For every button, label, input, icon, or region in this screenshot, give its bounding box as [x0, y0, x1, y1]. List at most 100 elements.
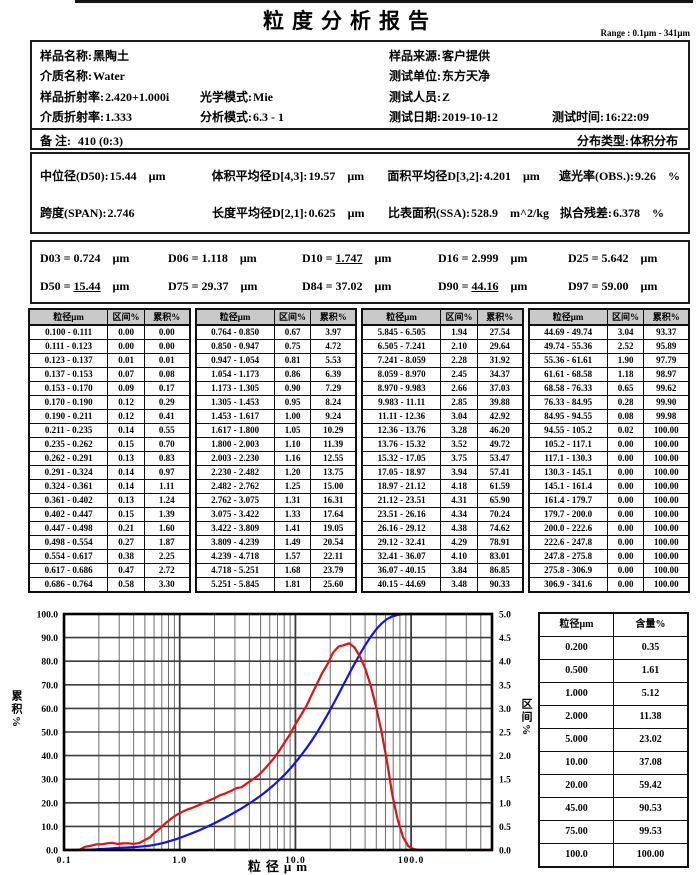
cumulative-pct-cell: 1.11	[143, 479, 191, 494]
size-range-cell: 4.718 - 5.251	[195, 563, 275, 578]
cumulative-pct-cell: 10.29	[310, 423, 357, 438]
table-row: 45.00 90.53	[538, 797, 689, 821]
summary-row: 跨度(SPAN):2.746 长度平均径D[2,1]:0.625 μm 比表面积(…	[40, 194, 680, 231]
size-range-cell: 5.251 - 5.845	[195, 577, 275, 593]
test-date: 测试日期:2019-10-12	[389, 110, 498, 125]
table-row: 0.123 - 0.137 0.01 0.01	[28, 353, 191, 368]
size-range-cell: 0.100 - 0.111	[28, 324, 109, 340]
size-range-cell: 275.8 - 306.9	[528, 563, 608, 578]
table-row: 117.1 - 130.3 0.00 100.00	[528, 451, 690, 466]
right-axis-tick-label: 4.0	[499, 658, 511, 668]
cumulative-pct-cell: 39.88	[476, 395, 524, 410]
size-range-cell: 130.3 - 145.1	[528, 465, 608, 480]
size-range-cell: 17.05 - 18.97	[361, 465, 442, 480]
table-row: 1.453 - 1.617 1.00 9.24	[195, 409, 357, 424]
size-range-cell: 5.845 - 6.505	[361, 324, 442, 340]
table-row: 0.447 - 0.498 0.21 1.60	[28, 521, 191, 536]
left-axis-tick-label: 100.0	[37, 611, 59, 621]
cumulative-pct-cell: 0.17	[143, 381, 191, 396]
column-header: 累积%	[310, 308, 357, 326]
size-range-cell: 306.9 - 341.6	[528, 577, 608, 593]
interval-pct-cell: 2.85	[440, 395, 478, 410]
cumulative-pct-cell: 100.00	[643, 549, 690, 564]
cumulative-pct-cell: 0.00	[143, 324, 191, 340]
cumulative-pct-cell: 4.72	[310, 339, 357, 354]
table-row: 84.95 - 94.55 0.08 99.98	[528, 409, 690, 424]
size-cell: 75.00	[538, 820, 614, 844]
interval-pct-cell: 1.18	[606, 367, 645, 382]
size-range-cell: 68.58 - 76.33	[528, 381, 608, 396]
left-axis-tick-label: 30.0	[41, 776, 58, 786]
size-range-cell: 0.361 - 0.402	[28, 493, 109, 508]
cumulative-pct-cell: 8.24	[310, 395, 357, 410]
cumulative-pct-cell: 22.11	[310, 549, 357, 564]
cumulative-pct-cell: 3.30	[143, 577, 191, 593]
interval-pct-cell: 0.00	[606, 507, 645, 522]
percentile-value: 29.37	[201, 278, 229, 293]
cumulative-pct-cell: 0.83	[143, 451, 191, 466]
left-axis-title: 累积%	[10, 690, 22, 729]
interval-pct-cell: 4.34	[440, 507, 478, 522]
distribution-subtable: 粒径μm 区间% 累积% 44.69 - 49.74 3.04 93.37 49.74 - …	[527, 308, 690, 593]
table-row: 0.554 - 0.617 0.38 2.25	[28, 549, 191, 564]
right-axis-tick-label: 1.5	[499, 776, 511, 786]
interval-pct-cell: 0.14	[107, 423, 145, 438]
cumulative-pct-cell: 12.55	[310, 451, 357, 466]
table-row: 0.324 - 0.361 0.14 1.11	[28, 479, 191, 494]
table-row: 76.33 - 84.95 0.28 99.90	[528, 395, 690, 410]
cumulative-pct-cell: 53.47	[476, 451, 524, 466]
left-axis-tick-label: 10.0	[41, 823, 58, 833]
left-axis-tick-label: 0.0	[46, 847, 58, 857]
table-row: 0.262 - 0.291 0.13 0.83	[28, 451, 191, 466]
volume-mean-diameter: 体积平均径D[4,3]:19.57 μm	[211, 169, 365, 183]
header-row: 粒径μm 区间% 累积%	[528, 308, 690, 326]
table-row: 0.291 - 0.324 0.14 0.97	[28, 465, 191, 480]
size-range-cell: 117.1 - 130.3	[528, 451, 608, 466]
cumulative-pct-cell: 74.62	[476, 521, 524, 536]
distribution-table: 粒径μm 区间% 累积% 0.100 - 0.111 0.00 0.00 0.111 - 0…	[28, 308, 690, 593]
size-range-cell: 1.054 - 1.173	[195, 367, 275, 382]
column-header: 区间%	[606, 308, 645, 326]
sample-name: 样品名称:黑陶土	[40, 48, 130, 63]
right-axis-tick-label: 3.0	[499, 705, 511, 715]
size-range-cell: 3.809 - 4.239	[195, 535, 275, 550]
table-row: 0.170 - 0.190 0.12 0.29	[28, 395, 191, 410]
table-row: 21.12 - 23.51 4.31 65.90	[361, 493, 524, 508]
size-range-cell: 0.291 - 0.324	[28, 465, 109, 480]
table-row: 15.32 - 17.05 3.75 53.47	[361, 451, 524, 466]
percentile-item: D75 = 29.37 μm	[168, 279, 302, 294]
distribution-subtable: 粒径μm 区间% 累积% 0.764 - 0.850 0.67 3.97 0.850 - 0…	[194, 308, 357, 593]
table-row: 32.41 - 36.07 4.10 83.01	[361, 549, 524, 564]
size-range-cell: 0.850 - 0.947	[195, 339, 275, 354]
left-axis-tick-label: 90.0	[41, 634, 58, 644]
interval-pct-cell: 4.18	[440, 479, 478, 494]
table-row: 0.200 0.35	[538, 636, 689, 660]
size-cell: 2.000	[538, 705, 614, 729]
table-row: 105.2 - 117.1 0.00 100.00	[528, 437, 690, 452]
length-mean-diameter: 长度平均径D[2,1]:0.625 μm	[212, 206, 365, 220]
size-cell: 100.0	[538, 843, 614, 868]
interval-pct-cell: 1.90	[606, 353, 645, 368]
table-row: 49.74 - 55.36 2.52 95.89	[528, 339, 690, 354]
interval-pct-cell: 0.02	[606, 423, 645, 438]
percentile-unit: μm	[112, 250, 130, 265]
right-axis-tick-label: 0.0	[499, 847, 511, 857]
content-pct-cell: 0.35	[613, 636, 689, 660]
cumulative-pct-cell: 11.39	[310, 437, 357, 452]
column-header: 粒径μm	[361, 308, 442, 326]
interval-pct-cell: 2.45	[440, 367, 478, 382]
cumulative-pct-cell: 100.00	[643, 521, 690, 536]
sample-source: 样品来源:客户提供	[389, 48, 491, 63]
cumulative-pct-cell: 13.75	[310, 465, 357, 480]
cumulative-pct-cell: 93.37	[643, 324, 690, 340]
table-row: 1.173 - 1.305 0.90 7.29	[195, 381, 357, 396]
cumulative-pct-cell: 70.24	[476, 507, 524, 522]
interval-pct-cell: 3.94	[440, 465, 478, 480]
info-row: 样品名称:黑陶土 样品来源:客户提供	[40, 45, 680, 66]
table-row: 1.000 5.12	[538, 682, 689, 706]
cumulative-pct-cell: 100.00	[643, 451, 690, 466]
cumulative-pct-cell: 65.90	[476, 493, 524, 508]
left-axis-tick-label: 40.0	[41, 752, 58, 762]
content-pct-cell: 99.53	[613, 820, 689, 844]
interval-pct-cell: 1.00	[273, 409, 312, 424]
